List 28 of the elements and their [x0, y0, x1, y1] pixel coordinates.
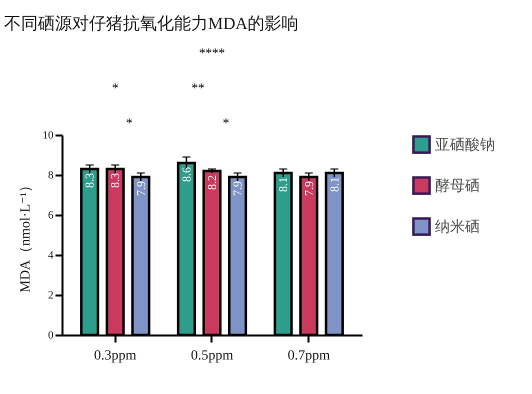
legend-label: 纳米硒	[435, 218, 480, 236]
data-label: 8.1	[276, 177, 290, 192]
y-tick-label: 8	[48, 170, 54, 182]
data-label: 7.9	[230, 181, 245, 196]
x-tick-label: 0.3ppm	[94, 348, 137, 364]
y-tick-label: 0	[48, 330, 54, 342]
data-label: 8.2	[205, 175, 219, 190]
x-tick-label: 0.5ppm	[190, 348, 234, 364]
legend-label: 酵母硒	[435, 178, 480, 194]
text: *	[112, 80, 118, 95]
legend-label: 亚硒酸钠	[435, 136, 495, 154]
text: *	[126, 115, 132, 130]
data-label: 7.9	[302, 181, 316, 196]
data-label: 7.9	[134, 181, 148, 196]
text: ****	[199, 45, 225, 60]
chart-title: 不同硒源对仔猪抗氧化能力MDA的影响	[4, 14, 299, 33]
y-tick-label: 2	[48, 290, 54, 302]
y-tick-label: 6	[48, 210, 54, 222]
text: *	[222, 115, 230, 130]
data-label: 8.1	[327, 177, 342, 192]
text: **	[192, 80, 204, 95]
y-tick-label: 10	[42, 130, 54, 142]
y-tick-label: 4	[48, 250, 54, 262]
data-label: 8.6	[179, 167, 194, 182]
data-label: 8.3	[108, 173, 122, 188]
data-label: 8.3	[82, 173, 97, 188]
x-tick-label: 0.7ppm	[288, 348, 330, 364]
y-axis-title: MDA（nmol·L⁻¹）	[18, 178, 34, 293]
